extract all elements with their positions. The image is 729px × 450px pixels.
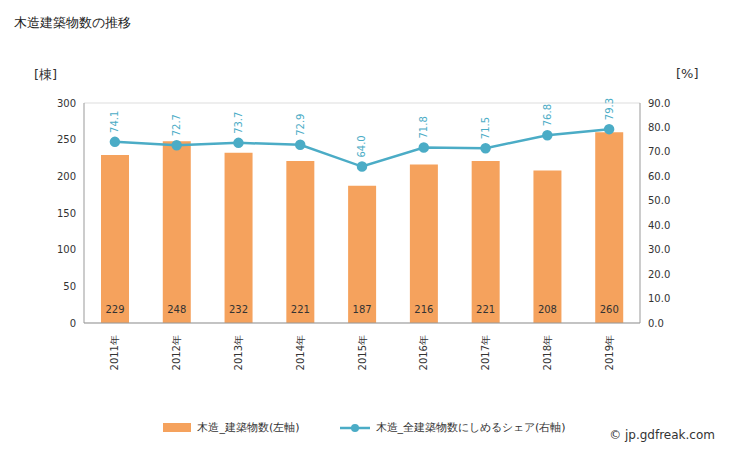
- svg-text:2018年: 2018年: [542, 335, 553, 370]
- html-text:[棟]: [棟]: [34, 67, 58, 82]
- svg-text:50: 50: [63, 281, 76, 292]
- svg-text:208: 208: [538, 304, 557, 315]
- svg-text:250: 250: [57, 134, 76, 145]
- svg-text:2015年: 2015年: [357, 335, 368, 370]
- svg-text:40.0: 40.0: [648, 220, 670, 231]
- svg-text:200: 200: [57, 171, 76, 182]
- html-text:木造_建築物数(左軸): 木造_建築物数(左軸): [197, 421, 300, 434]
- svg-text:72.7: 72.7: [171, 114, 182, 136]
- html-text:木造_全建築物数にしめるシェア(右軸): 木造_全建築物数にしめるシェア(右軸): [375, 421, 566, 434]
- svg-text:187: 187: [353, 304, 372, 315]
- svg-text:229: 229: [105, 304, 124, 315]
- svg-text:20.0: 20.0: [648, 269, 670, 280]
- svg-text:216: 216: [414, 304, 433, 315]
- svg-text:74.1: 74.1: [109, 111, 120, 133]
- html-text:© jp.gdfreak.com: © jp.gdfreak.com: [609, 428, 715, 442]
- svg-text:76.8: 76.8: [542, 104, 553, 126]
- svg-text:2014年: 2014年: [295, 335, 306, 370]
- html-text:木造建築物数の推移: 木造建築物数の推移: [14, 15, 131, 30]
- svg-text:72.9: 72.9: [295, 114, 306, 136]
- svg-text:71.8: 71.8: [418, 116, 429, 138]
- svg-text:50.0: 50.0: [648, 195, 670, 206]
- svg-text:10.0: 10.0: [648, 293, 670, 304]
- svg-text:60.0: 60.0: [648, 171, 670, 182]
- svg-text:2016年: 2016年: [418, 335, 429, 370]
- svg-text:0.0: 0.0: [648, 318, 664, 329]
- svg-text:100: 100: [57, 244, 76, 255]
- svg-text:2011年: 2011年: [109, 335, 120, 370]
- svg-text:73.7: 73.7: [233, 112, 244, 134]
- svg-text:0: 0: [70, 318, 76, 329]
- svg-text:2012年: 2012年: [171, 335, 182, 370]
- svg-text:150: 150: [57, 208, 76, 219]
- svg-text:2013年: 2013年: [233, 335, 244, 370]
- svg-text:248: 248: [167, 304, 186, 315]
- svg-text:71.5: 71.5: [480, 117, 491, 139]
- svg-text:221: 221: [291, 304, 310, 315]
- svg-text:64.0: 64.0: [357, 135, 368, 157]
- svg-text:232: 232: [229, 304, 248, 315]
- svg-text:221: 221: [476, 304, 495, 315]
- svg-text:260: 260: [600, 304, 619, 315]
- svg-text:300: 300: [57, 98, 76, 109]
- svg-text:30.0: 30.0: [648, 244, 670, 255]
- svg-text:90.0: 90.0: [648, 98, 670, 109]
- svg-text:70.0: 70.0: [648, 146, 670, 157]
- svg-text:79.3: 79.3: [604, 98, 615, 120]
- svg-text:80.0: 80.0: [648, 122, 670, 133]
- svg-text:2017年: 2017年: [480, 335, 491, 370]
- svg-text:2019年: 2019年: [604, 335, 615, 370]
